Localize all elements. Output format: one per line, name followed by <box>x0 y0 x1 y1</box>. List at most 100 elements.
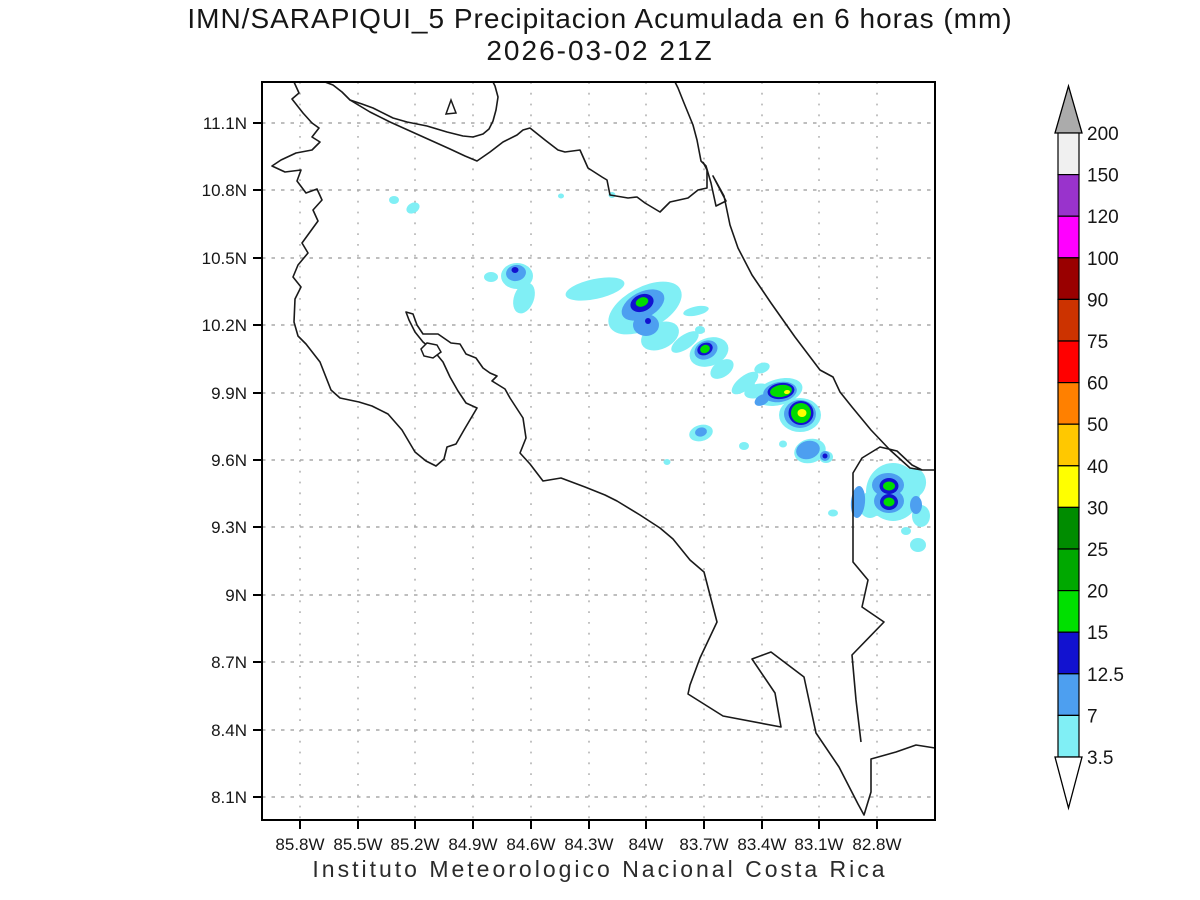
lon-tick-label: 84.3W <box>564 835 613 854</box>
lat-tick-label: 9.9N <box>211 384 247 403</box>
precipitation-contours <box>389 192 930 552</box>
legend-swatch <box>1057 673 1080 716</box>
legend-label: 150 <box>1087 166 1119 187</box>
legend-swatch <box>1057 506 1080 550</box>
coastline <box>674 81 935 471</box>
page-subtitle-datetime: 2026-03-02 21Z <box>486 35 714 66</box>
precip-cell-30-40mm <box>797 409 807 417</box>
legend-label: 25 <box>1087 540 1108 561</box>
precip-cell-3.5-7mm <box>695 326 705 334</box>
precip-cell-7-12.5mm <box>796 440 820 460</box>
island-outline <box>420 342 442 359</box>
precip-cell-3.5-7mm <box>901 527 911 535</box>
legend-label: 75 <box>1087 332 1108 353</box>
legend-swatch <box>1057 423 1080 467</box>
lat-tick-label: 10.8N <box>202 181 247 200</box>
lat-tick-label: 9N <box>225 586 247 605</box>
precip-cell-3.5-7mm <box>663 459 671 465</box>
legend-swatch <box>1057 465 1080 508</box>
map-plot-area: 11.1N 10.8N 10.5N 10.2N 9.9N 9.6N 9.3N 9N 8.7N 8.… <box>202 81 936 854</box>
legend-label: 100 <box>1087 249 1119 270</box>
legend-swatch <box>1057 590 1080 633</box>
precip-cell-7-12.5mm <box>754 394 770 406</box>
coastline <box>324 81 499 138</box>
precip-cell-3.5-7mm <box>565 277 625 301</box>
coastline <box>271 81 936 816</box>
precip-cell-3.5-7mm <box>910 538 926 552</box>
legend-swatch <box>1057 257 1080 301</box>
legend-label: 90 <box>1087 290 1108 311</box>
legend-label: 7 <box>1087 706 1098 727</box>
precip-cell-15-30mm <box>700 344 710 354</box>
precip-cell-3.5-7mm <box>739 442 749 450</box>
lon-tick-label: 84W <box>629 835 664 854</box>
legend-swatch <box>1057 382 1080 425</box>
island-outline <box>444 97 458 115</box>
precip-cell-3.5-7mm <box>754 362 770 374</box>
precip-cell-12.5-15mm <box>645 318 651 324</box>
precip-cell-3.5-7mm <box>683 305 709 317</box>
lon-tick-label: 83.4W <box>737 835 786 854</box>
legend-swatch <box>1057 340 1080 384</box>
legend-label: 60 <box>1087 374 1108 395</box>
legend-swatch <box>1057 215 1080 259</box>
lat-tick-label: 10.2N <box>202 316 247 335</box>
precip-cell-12.5-15mm <box>511 267 519 273</box>
precip-cell-15-30mm <box>883 497 895 507</box>
precip-cell-3.5-7mm <box>406 202 420 214</box>
map-frame <box>261 81 936 821</box>
precip-cell-3.5-7mm <box>828 509 838 517</box>
precip-cell-7-12.5mm <box>850 486 866 518</box>
legend-swatch <box>1057 548 1080 592</box>
lon-tick-label: 82.8W <box>852 835 901 854</box>
precip-cell-7-12.5mm <box>506 264 526 282</box>
precip-cell-3.5-7mm <box>671 331 699 353</box>
legend-label: 12.5 <box>1087 665 1124 686</box>
precip-cell-7-12.5mm <box>633 314 659 336</box>
precip-cell-3.5-7mm <box>484 272 498 282</box>
legend-label: 3.5 <box>1087 748 1113 769</box>
colorbar-legend: 200 150 120 100 90 75 60 50 40 30 25 20 15 12.5 7 3.5 <box>1054 83 1124 811</box>
legend-label: 20 <box>1087 582 1108 603</box>
precip-cell-3.5-7mm <box>513 282 535 314</box>
lat-tick-label: 8.4N <box>211 721 247 740</box>
legend-swatch <box>1057 631 1080 675</box>
map-canvas: 11.1N 10.8N 10.5N 10.2N 9.9N 9.6N 9.3N 9N 8.7N 8.… <box>202 81 936 854</box>
precip-cell-7-12.5mm <box>910 496 922 514</box>
precip-cell-30-40mm <box>784 389 790 395</box>
lon-tick-label: 83.1W <box>794 835 843 854</box>
legend-label: 120 <box>1087 207 1119 228</box>
lat-tick-label: 8.7N <box>211 653 247 672</box>
lat-tick-label: 8.1N <box>211 788 247 807</box>
legend-label: 200 <box>1087 124 1119 145</box>
legend-label: 15 <box>1087 623 1108 644</box>
legend-swatch <box>1057 132 1080 176</box>
precip-cell-15-30mm <box>770 384 792 398</box>
legend-over-arrow <box>1054 83 1083 134</box>
lon-tick-label: 85.8W <box>275 835 324 854</box>
lon-tick-label: 84.6W <box>506 835 555 854</box>
coastline <box>349 99 708 213</box>
legend-swatch <box>1057 714 1080 758</box>
precip-cell-12.5-15mm <box>822 453 828 459</box>
precip-cell-15-30mm <box>635 297 649 307</box>
legend-label: 30 <box>1087 498 1108 519</box>
lon-tick-label: 85.2W <box>390 835 439 854</box>
coastline <box>851 446 923 743</box>
precip-cell-3.5-7mm <box>779 440 787 448</box>
lon-tick-label: 85.5W <box>333 835 382 854</box>
precip-cell-15-30mm <box>883 481 895 491</box>
lat-tick-label: 9.3N <box>211 518 247 537</box>
lon-tick-label: 84.9W <box>448 835 497 854</box>
precip-cell-3.5-7mm <box>710 359 734 379</box>
lon-tick-label: 83.7W <box>679 835 728 854</box>
lat-tick-label: 10.5N <box>202 249 247 268</box>
lat-tick-label: 11.1N <box>203 114 247 133</box>
legend-swatch <box>1057 298 1080 342</box>
precip-cell-3.5-7mm <box>389 196 399 204</box>
precip-cell-7-12.5mm <box>695 427 707 437</box>
footer-credit: Instituto Meteorologico Nacional Costa R… <box>312 856 888 882</box>
legend-under-arrow <box>1054 756 1083 811</box>
page-title: IMN/SARAPIQUI_5 Precipitacion Acumulada … <box>187 3 1013 34</box>
